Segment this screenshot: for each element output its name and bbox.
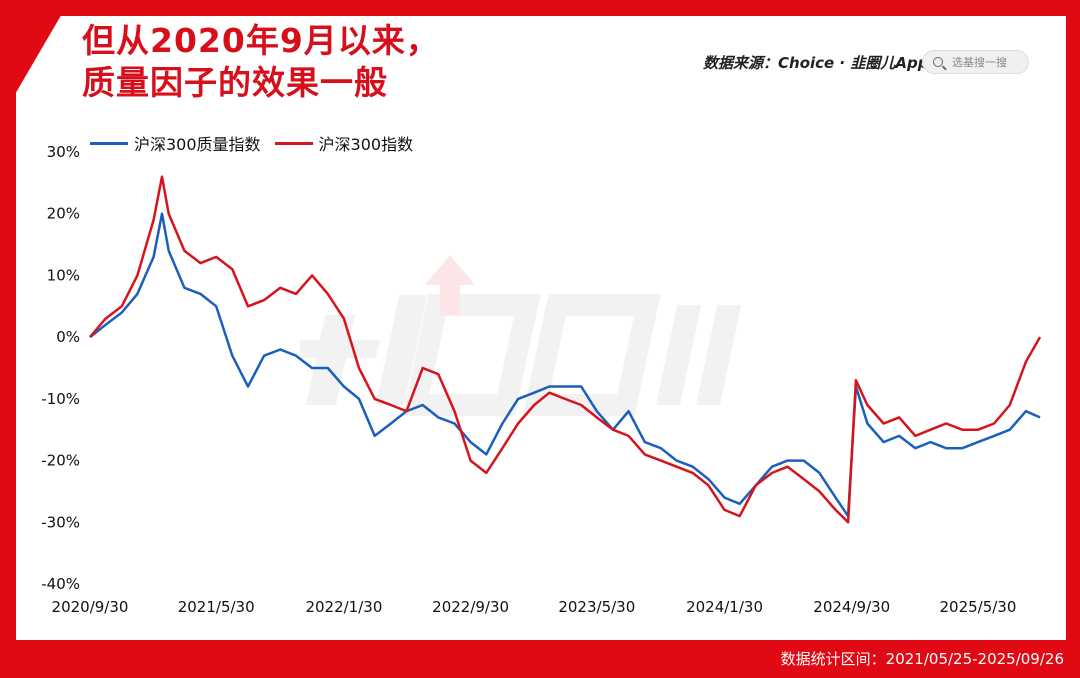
frame-top xyxy=(0,0,1080,16)
x-tick-label: 2022/9/30 xyxy=(432,598,509,616)
y-tick-label: 20% xyxy=(47,205,80,223)
search-box[interactable]: 选基搜一搜 xyxy=(922,50,1029,74)
series-line-quality xyxy=(89,212,1041,518)
y-tick-label: 10% xyxy=(47,266,80,284)
search-icon xyxy=(933,57,943,67)
frame-right xyxy=(1066,0,1080,678)
chart-legend: 沪深300质量指数 沪深300指数 xyxy=(90,131,427,155)
legend-item-quality: 沪深300质量指数 xyxy=(90,131,261,155)
data-range-footer: 数据统计区间：2021/05/25-2025/09/26 xyxy=(780,650,1064,668)
series-line-index xyxy=(89,175,1042,524)
x-tick-label: 2022/1/30 xyxy=(305,598,382,616)
x-tick-label: 2020/9/30 xyxy=(52,598,129,616)
corner-decoration xyxy=(0,0,70,120)
title-line-1: 但从2020年9月以来， xyxy=(82,21,440,60)
x-tick-label: 2023/5/30 xyxy=(558,598,635,616)
legend-swatch-index xyxy=(274,141,313,145)
x-tick-label: 2021/5/30 xyxy=(178,598,255,616)
y-tick-label: -40% xyxy=(41,575,80,593)
y-tick-label: -10% xyxy=(41,390,80,408)
legend-swatch-quality xyxy=(90,141,128,145)
legend-item-index: 沪深300指数 xyxy=(274,131,414,155)
y-tick-label: 0% xyxy=(56,328,80,346)
y-tick-label: -30% xyxy=(41,513,80,531)
frame-left xyxy=(0,0,16,678)
title-line-2: 质量因子的效果一般 xyxy=(82,63,388,102)
watermark-logo xyxy=(300,255,742,416)
source-label: 数据来源：Choice · 韭圈儿App xyxy=(703,54,929,72)
y-tick-label: 30% xyxy=(47,143,80,161)
legend-label-quality: 沪深300质量指数 xyxy=(134,135,261,154)
x-tick-label: 2024/9/30 xyxy=(813,598,890,616)
frame-bottom xyxy=(0,640,1080,678)
legend-label-index: 沪深300指数 xyxy=(318,135,414,154)
page-title: 但从2020年9月以来， 质量因子的效果一般 xyxy=(82,20,440,104)
x-tick-label: 2025/5/30 xyxy=(939,598,1016,616)
y-tick-label: -20% xyxy=(41,452,80,470)
search-placeholder: 选基搜一搜 xyxy=(952,56,1007,69)
x-tick-label: 2024/1/30 xyxy=(686,598,763,616)
